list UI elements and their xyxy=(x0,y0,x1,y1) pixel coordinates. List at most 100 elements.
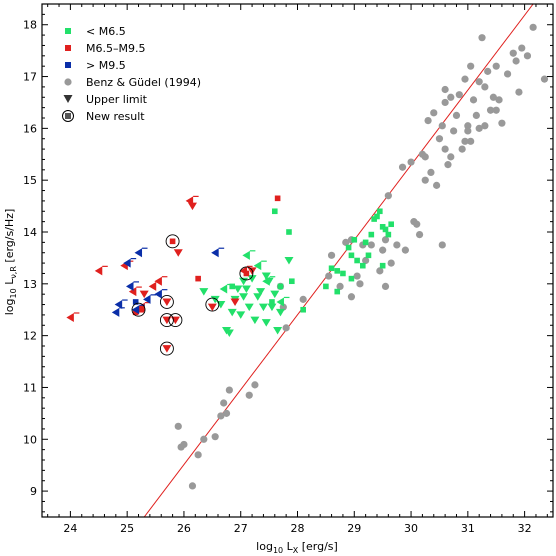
legend-marker-upper-limit xyxy=(63,95,73,103)
x-tick-label: 29 xyxy=(347,522,361,535)
gray-circle-point xyxy=(464,122,472,130)
left-limit-triangle xyxy=(111,307,120,317)
x-tick-label: 24 xyxy=(63,522,77,535)
x-tick-label: 30 xyxy=(404,522,418,535)
x-tick-label: 28 xyxy=(291,522,305,535)
upper-limit-triangle xyxy=(258,303,268,312)
square-point xyxy=(374,213,380,220)
square-point xyxy=(348,275,355,282)
gray-circle-point xyxy=(438,122,446,130)
gray-circle-point xyxy=(393,241,401,249)
gray-circle-point xyxy=(455,91,463,99)
gray-circle-point xyxy=(174,422,182,430)
legend-label-lt-m65: < M6.5 xyxy=(86,25,126,38)
gray-circle-point xyxy=(356,280,364,288)
left-limit-triangle xyxy=(262,276,270,286)
upper-limit-triangle xyxy=(284,257,294,265)
relation-line xyxy=(143,4,534,517)
gray-circle-point xyxy=(421,176,429,184)
upper-limit-triangle xyxy=(139,290,149,299)
upper-limit-triangle xyxy=(247,275,257,283)
data-points-group xyxy=(66,23,549,490)
square-point xyxy=(359,262,366,269)
square-point xyxy=(368,231,375,238)
square-point xyxy=(362,239,369,246)
gray-circle-point xyxy=(481,122,489,130)
gray-circle-point xyxy=(245,391,253,399)
y-tick-label: 17 xyxy=(23,71,37,84)
square-point xyxy=(229,283,236,290)
y-axis-label-sub: 10 xyxy=(9,288,18,298)
upper-limit-triangle xyxy=(236,311,246,319)
square-point xyxy=(274,195,281,202)
left-limit-triangle xyxy=(148,281,157,291)
x-axis-label: log10 LX [erg/s] xyxy=(256,540,338,555)
upper-limit-triangle xyxy=(261,319,271,327)
x-axis-label-tail: [erg/s] xyxy=(298,540,338,553)
gray-circle-point xyxy=(444,161,452,169)
gray-circle-point xyxy=(438,241,446,249)
y-tick-label: 10 xyxy=(23,433,37,446)
gray-circle-point xyxy=(421,153,429,161)
y-tick-label: 12 xyxy=(23,330,37,343)
gray-circle-point xyxy=(464,127,472,135)
gray-circle-point xyxy=(342,238,350,246)
gray-circle-point xyxy=(251,381,259,389)
upper-limit-triangle xyxy=(230,298,240,306)
square-point xyxy=(351,236,358,243)
square-point xyxy=(132,309,139,316)
gray-circle-point xyxy=(180,440,188,449)
gray-circle-point xyxy=(379,246,387,254)
left-limit-triangle xyxy=(128,287,137,297)
upper-limit-triangle xyxy=(227,308,237,317)
square-point xyxy=(365,252,372,259)
y-tick-label: 11 xyxy=(23,381,37,394)
upper-limit-triangle xyxy=(162,298,172,306)
square-point xyxy=(269,299,275,305)
upper-limit-triangle xyxy=(275,308,285,317)
gray-circle-point xyxy=(424,116,432,125)
gray-circle-point xyxy=(222,409,231,417)
legend-marker-lt-m65 xyxy=(65,28,71,34)
left-limit-triangle xyxy=(126,281,134,291)
x-axis-label-sub: 10 xyxy=(273,546,283,555)
y-tick-label: 14 xyxy=(23,226,37,239)
gray-circle-point xyxy=(398,163,407,171)
axis-ticks-group xyxy=(42,3,553,517)
gray-circle-point xyxy=(467,62,475,70)
gray-circle-point xyxy=(217,412,225,420)
legend-label-m65-m95: M6.5–M9.5 xyxy=(86,42,145,55)
gray-circle-point xyxy=(518,44,526,52)
y-tick-label: 9 xyxy=(30,485,37,498)
y-tick-label: 18 xyxy=(23,19,37,32)
gray-circle-point xyxy=(484,67,492,75)
upper-limit-triangle xyxy=(256,288,266,296)
left-limit-triangle xyxy=(253,261,262,271)
upper-limit-triangle xyxy=(267,303,277,312)
new-result-ring xyxy=(168,313,183,328)
gray-circle-point xyxy=(188,482,197,490)
new-result-ring xyxy=(239,266,254,281)
gray-circle-point xyxy=(441,98,449,107)
legend-label-new-result: New result xyxy=(86,110,145,123)
gray-circle-point xyxy=(327,251,336,259)
new-result-ring xyxy=(165,234,180,249)
gray-circle-point xyxy=(401,246,409,254)
upper-limit-triangle xyxy=(239,293,249,301)
y-tick-labels: 9 10 11 12 13 14 15 16 17 18 xyxy=(23,19,37,498)
left-limit-triangle xyxy=(276,297,284,307)
legend-marker-m65-m95 xyxy=(65,45,71,51)
y-axis-label-tail: [erg/s/Hz] xyxy=(3,209,16,266)
upper-limit-triangle xyxy=(199,288,209,296)
y-tick-label: 15 xyxy=(23,174,37,187)
left-limit-triangle xyxy=(211,248,219,258)
x-tick-label: 32 xyxy=(518,522,532,535)
gray-circle-point xyxy=(325,272,333,280)
gray-circle-point xyxy=(492,62,500,70)
left-limit-triangle xyxy=(94,266,103,276)
gray-circle-point xyxy=(384,192,392,200)
left-limit-triangle xyxy=(134,248,143,258)
legend-label-benz-gudel: Benz & Güdel (1994) xyxy=(86,76,201,89)
gray-circle-point xyxy=(503,70,512,78)
